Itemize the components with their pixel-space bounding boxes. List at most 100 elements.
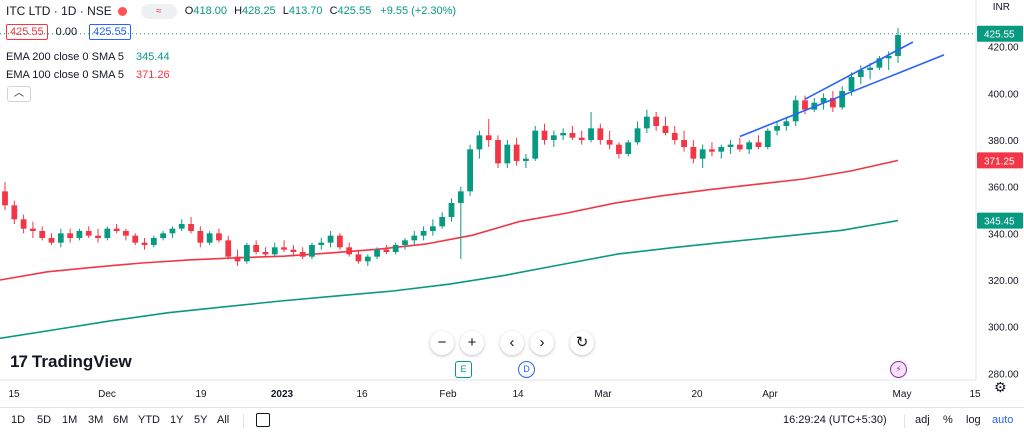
candle[interactable] — [374, 249, 380, 257]
candle[interactable] — [541, 130, 548, 140]
candle[interactable] — [820, 98, 827, 103]
candle[interactable] — [532, 130, 539, 159]
timeframe-5d[interactable]: 5D — [37, 414, 52, 426]
candle[interactable] — [569, 133, 576, 138]
candle[interactable] — [560, 133, 567, 136]
candle[interactable] — [662, 126, 669, 133]
candle[interactable] — [20, 219, 27, 229]
compare-pill[interactable]: ≈ — [140, 3, 177, 19]
log-toggle[interactable]: log — [966, 414, 981, 426]
candle[interactable] — [85, 231, 92, 236]
candle[interactable] — [225, 240, 232, 257]
candle[interactable] — [597, 128, 604, 140]
candle[interactable] — [364, 256, 371, 262]
candle[interactable] — [839, 91, 846, 108]
candle[interactable] — [309, 245, 315, 257]
candle[interactable] — [243, 245, 250, 262]
candle[interactable] — [485, 135, 492, 140]
candle[interactable] — [736, 144, 743, 150]
candle[interactable] — [336, 235, 343, 248]
candle[interactable] — [132, 235, 139, 243]
candle[interactable] — [113, 228, 120, 231]
timeframe-5y[interactable]: 5Y — [194, 414, 208, 426]
scroll-left-button[interactable]: ‹ — [500, 331, 524, 355]
candle[interactable] — [448, 203, 455, 217]
candle[interactable] — [392, 245, 399, 252]
candle[interactable] — [653, 116, 660, 126]
ema-line-1[interactable] — [0, 219, 899, 340]
candle[interactable] — [299, 252, 306, 257]
candle[interactable] — [606, 140, 613, 145]
price-chart[interactable]: 280.00 300.00 320.00 340.00 360.00 380.00 400.… — [0, 0, 1024, 407]
candle[interactable] — [95, 235, 101, 238]
timeframe-6m[interactable]: 6M — [113, 414, 129, 426]
candle[interactable] — [625, 142, 632, 154]
candle[interactable] — [30, 228, 36, 231]
candle[interactable] — [234, 256, 241, 262]
indicator-ema100[interactable]: EMA 100 close 0 SMA 5 371.26 — [6, 69, 170, 81]
candle[interactable] — [383, 249, 390, 252]
timeframe-ytd[interactable]: YTD — [138, 414, 160, 426]
ema-line-0[interactable] — [0, 159, 899, 281]
candle[interactable] — [513, 144, 520, 161]
candle[interactable] — [504, 144, 511, 164]
candle[interactable] — [160, 233, 167, 238]
candle[interactable] — [402, 240, 408, 245]
scroll-right-button[interactable]: › — [530, 331, 554, 355]
candle[interactable] — [141, 242, 148, 245]
candle[interactable] — [439, 217, 446, 227]
timeframe-1m[interactable]: 1M — [62, 414, 78, 426]
candle[interactable] — [178, 224, 185, 229]
candle[interactable] — [643, 116, 650, 129]
candle[interactable] — [123, 231, 129, 236]
candle[interactable] — [634, 128, 641, 143]
candle[interactable] — [290, 249, 297, 252]
timeframe-all[interactable]: All — [217, 414, 230, 426]
candle[interactable] — [281, 247, 287, 250]
candle[interactable] — [690, 147, 697, 159]
candle[interactable] — [588, 128, 594, 140]
candle[interactable] — [792, 100, 799, 122]
candle[interactable] — [346, 247, 353, 255]
candle[interactable] — [755, 142, 762, 147]
split-event-icon[interactable]: ⚡ — [890, 361, 907, 378]
candle[interactable] — [467, 149, 473, 192]
candle[interactable] — [578, 137, 585, 140]
candle[interactable] — [271, 247, 278, 255]
candle[interactable] — [774, 126, 780, 131]
dividend-event-icon[interactable]: D — [518, 361, 535, 378]
candle[interactable] — [848, 77, 855, 91]
candle[interactable] — [457, 191, 464, 203]
candle[interactable] — [802, 100, 808, 110]
candle[interactable] — [355, 254, 362, 262]
auto-toggle[interactable]: auto — [992, 414, 1014, 426]
candle[interactable] — [76, 231, 83, 238]
candle[interactable] — [523, 158, 529, 161]
candle[interactable] — [727, 144, 734, 147]
buy-button[interactable]: 425.55 — [89, 24, 131, 40]
candle[interactable] — [2, 191, 8, 206]
reset-chart-button[interactable]: ↻ — [570, 331, 594, 355]
indicator-ema200[interactable]: EMA 200 close 0 SMA 5 345.44 — [6, 51, 170, 63]
calendar-icon[interactable] — [256, 413, 270, 427]
candle[interactable] — [67, 233, 73, 238]
timeframe-1d[interactable]: 1D — [11, 414, 26, 426]
chevron-up-icon[interactable]: ︿ — [7, 86, 31, 102]
candle[interactable] — [550, 135, 557, 140]
timeframe-3m[interactable]: 3M — [88, 414, 104, 426]
zoom-in-button[interactable]: + — [460, 331, 484, 355]
candle[interactable] — [253, 245, 260, 252]
candle[interactable] — [150, 238, 157, 245]
candle[interactable] — [885, 56, 892, 59]
candle[interactable] — [699, 149, 706, 159]
channel-lower-line[interactable] — [739, 54, 945, 138]
candle[interactable] — [616, 144, 622, 154]
candle[interactable] — [169, 228, 176, 234]
candle[interactable] — [895, 35, 901, 56]
sell-button[interactable]: 425.55 — [6, 24, 48, 40]
earnings-event-icon[interactable]: E — [455, 361, 472, 378]
candle[interactable] — [420, 231, 427, 236]
currency-label[interactable]: INR — [992, 2, 1010, 13]
candle[interactable] — [206, 233, 213, 243]
candle[interactable] — [48, 238, 55, 243]
